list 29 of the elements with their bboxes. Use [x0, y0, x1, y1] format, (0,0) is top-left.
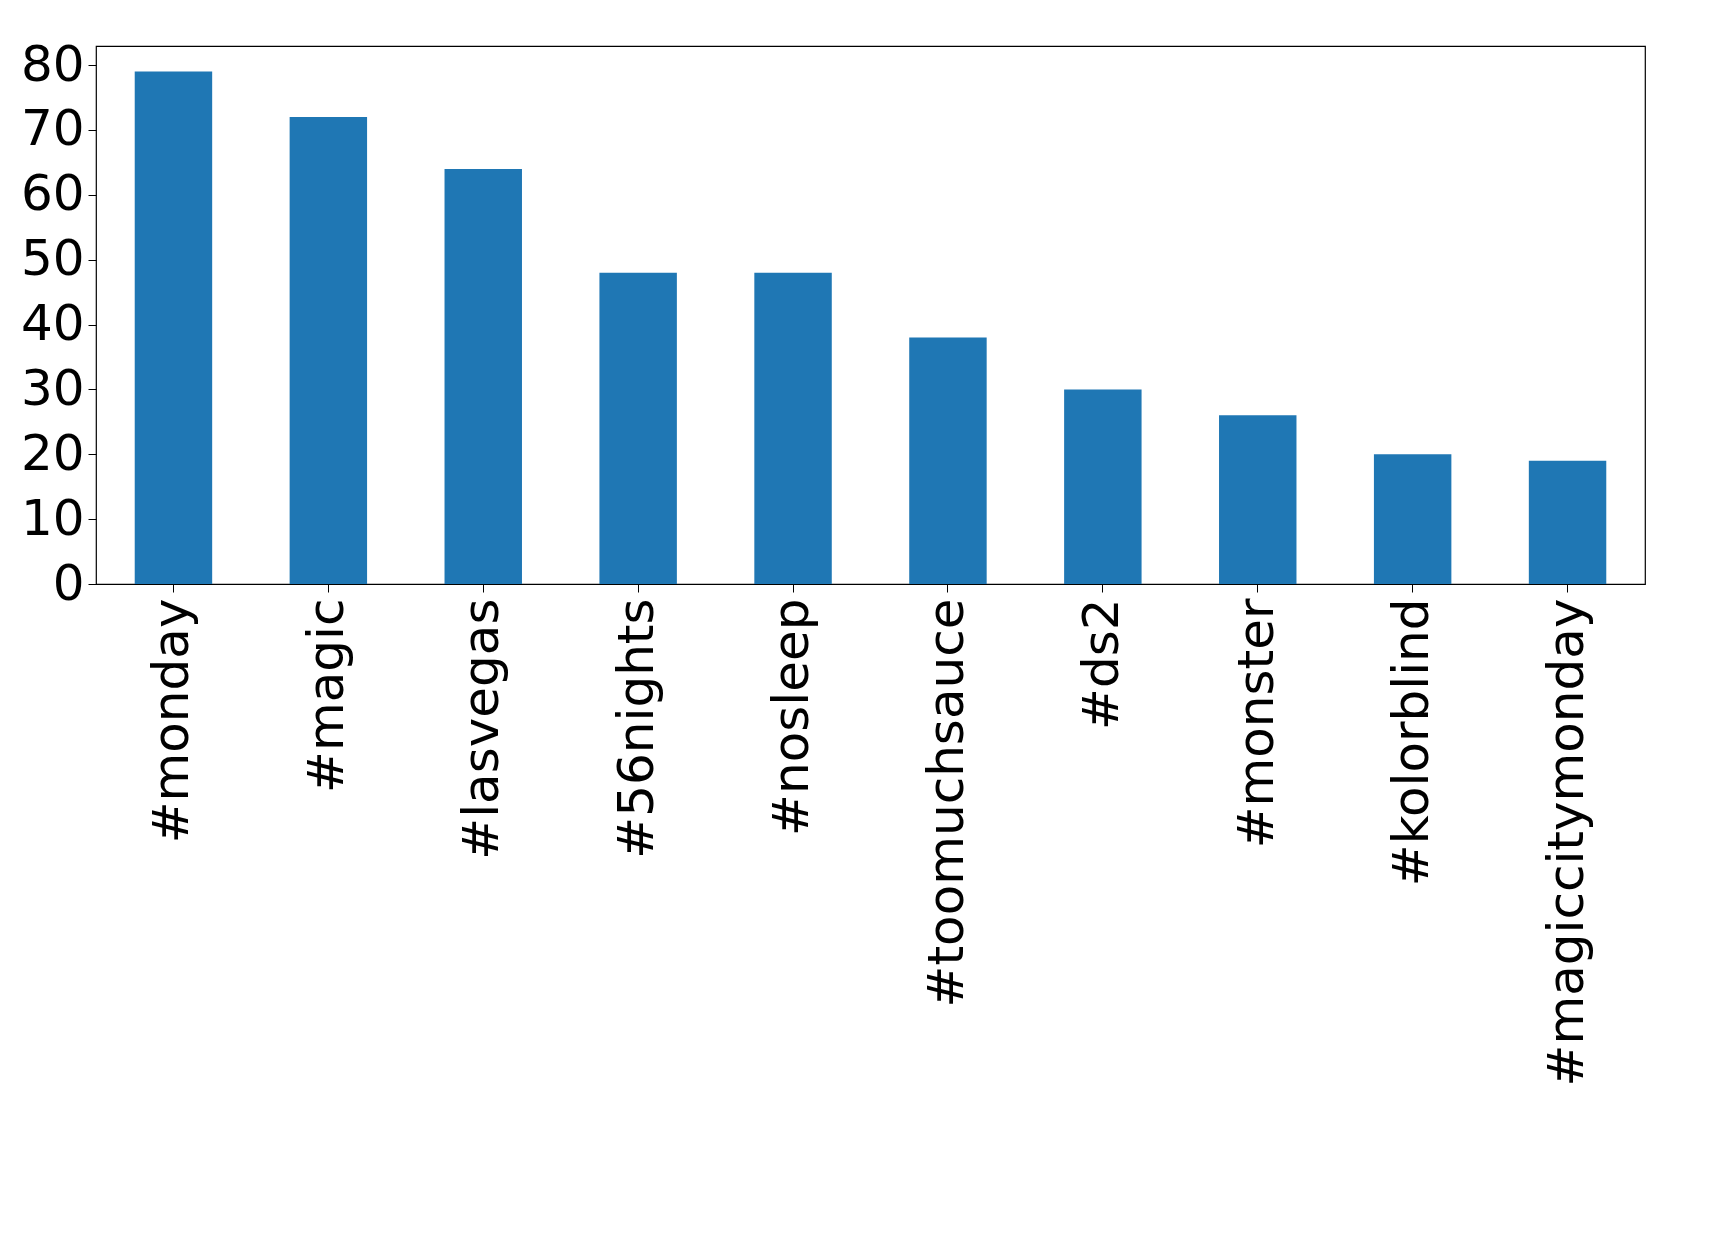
y-tick-label: 10 [20, 488, 85, 547]
y-tick-label: 80 [20, 34, 85, 93]
y-tick-label: 20 [20, 423, 85, 482]
x-tick-label: #magic [297, 598, 356, 793]
x-tick-label: #monday [142, 598, 201, 844]
x-tick-label: #monster [1226, 598, 1285, 849]
y-tick-label: 50 [20, 229, 85, 288]
x-tick-label: #56nights [607, 598, 666, 859]
bar [1373, 454, 1452, 584]
x-tick-label: #lasvegas [452, 598, 511, 860]
bar [754, 272, 832, 584]
bar [1064, 389, 1142, 584]
bar [1219, 415, 1297, 584]
x-tick-label: #nosleep [762, 598, 821, 836]
y-tick-label: 30 [20, 358, 85, 417]
bar [599, 272, 677, 584]
y-tick-label: 0 [52, 553, 85, 612]
x-tick-label: #ds2 [1071, 598, 1130, 730]
x-tick-label: #kolorblind [1381, 598, 1440, 887]
bar [289, 117, 368, 584]
x-tick-label: #toomuchsauce [916, 598, 975, 1008]
bar [1528, 460, 1607, 584]
y-tick-label: 40 [20, 294, 85, 353]
bar [134, 71, 213, 584]
y-tick-label: 70 [20, 99, 85, 158]
x-tick-label: #magiccitymonday [1536, 598, 1595, 1087]
bar [444, 168, 522, 584]
y-tick-label: 60 [20, 164, 85, 223]
bar [909, 337, 987, 584]
